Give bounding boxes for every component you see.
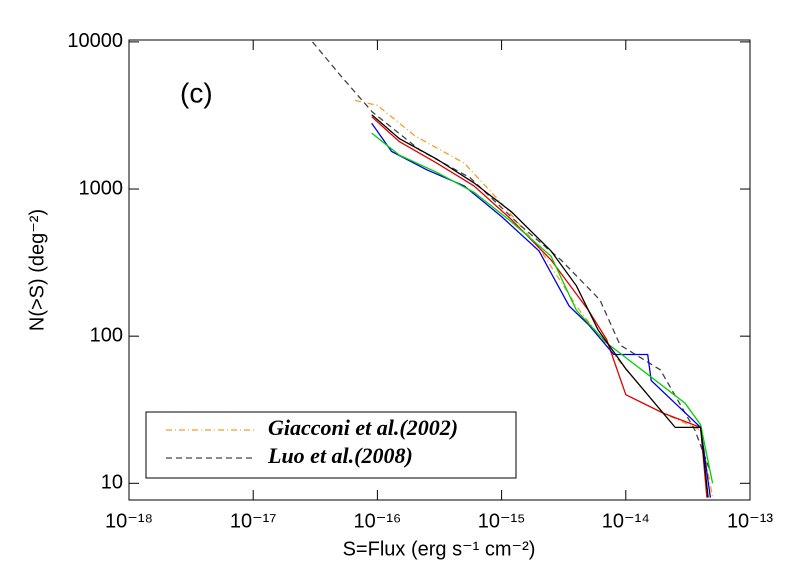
plot-frame <box>128 39 751 501</box>
series-line <box>371 116 708 498</box>
legend-label: Giacconi et al.(2002) <box>268 415 458 440</box>
y-tick-label: 1000 <box>79 177 124 199</box>
legend-label: Luo et al.(2008) <box>267 443 413 468</box>
x-tick-label: 10⁻¹⁸ <box>105 510 153 532</box>
series-line <box>371 114 709 498</box>
annotation: (c) <box>180 77 213 108</box>
series-line <box>312 41 712 472</box>
x-tick-label: 10⁻¹⁵ <box>478 510 526 532</box>
legend-box <box>145 411 517 479</box>
series-line <box>371 122 712 498</box>
y-tick-label: 10 <box>101 472 123 494</box>
series-line <box>354 99 714 498</box>
y-axis-label: N(>S) (deg⁻²) <box>26 209 48 331</box>
y-tick-label: 100 <box>90 324 123 346</box>
x-tick-label: 10⁻¹⁴ <box>602 510 650 532</box>
x-tick-label: 10⁻¹⁶ <box>354 510 402 532</box>
x-axis-label: S=Flux (erg s⁻¹ cm⁻²) <box>343 538 536 560</box>
series-line <box>371 132 714 484</box>
x-tick-label: 10⁻¹⁷ <box>230 510 277 532</box>
x-tick-label: 10⁻¹³ <box>727 510 773 532</box>
y-tick-label: 10000 <box>67 30 123 52</box>
